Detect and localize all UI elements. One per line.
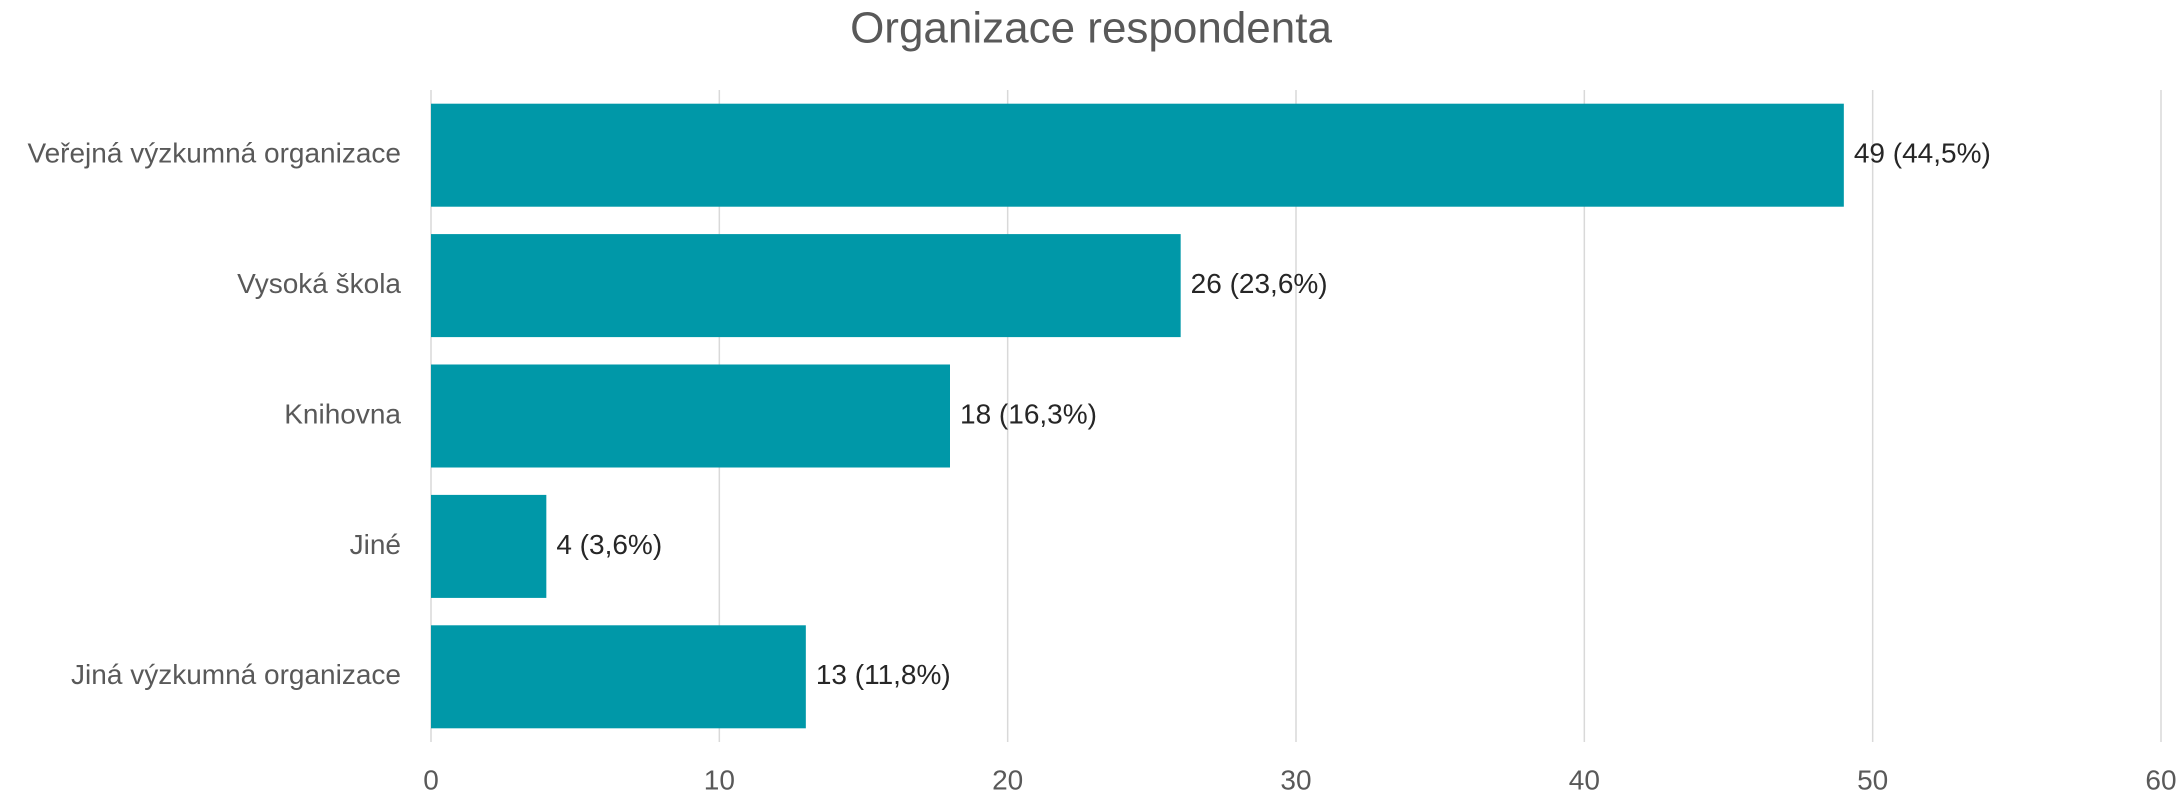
y-tick-label: Jiné — [350, 529, 401, 560]
bar — [431, 234, 1181, 338]
x-tick-label: 20 — [992, 764, 1023, 795]
x-tick-label: 0 — [423, 764, 439, 795]
x-tick-label: 50 — [1857, 764, 1888, 795]
y-tick-label: Knihovna — [284, 398, 401, 429]
value-label: 18 (16,3%) — [960, 398, 1097, 429]
value-label: 26 (23,6%) — [1191, 268, 1328, 299]
value-label: 49 (44,5%) — [1854, 138, 1991, 169]
bar — [431, 494, 547, 598]
bar — [431, 103, 1844, 207]
y-tick-label: Veřejná výzkumná organizace — [27, 138, 401, 169]
chart-title: Organizace respondenta — [850, 4, 1332, 53]
y-tick-label: Vysoká škola — [237, 268, 401, 299]
x-tick-label: 60 — [2145, 764, 2176, 795]
x-tick-label: 10 — [704, 764, 735, 795]
x-tick-label: 40 — [1569, 764, 1600, 795]
x-tick-label: 30 — [1280, 764, 1311, 795]
value-label: 13 (11,8%) — [816, 659, 951, 690]
bar — [431, 625, 806, 729]
y-tick-label: Jiná výzkumná organizace — [71, 659, 401, 690]
value-label: 4 (3,6%) — [556, 529, 662, 560]
bar — [431, 364, 950, 468]
